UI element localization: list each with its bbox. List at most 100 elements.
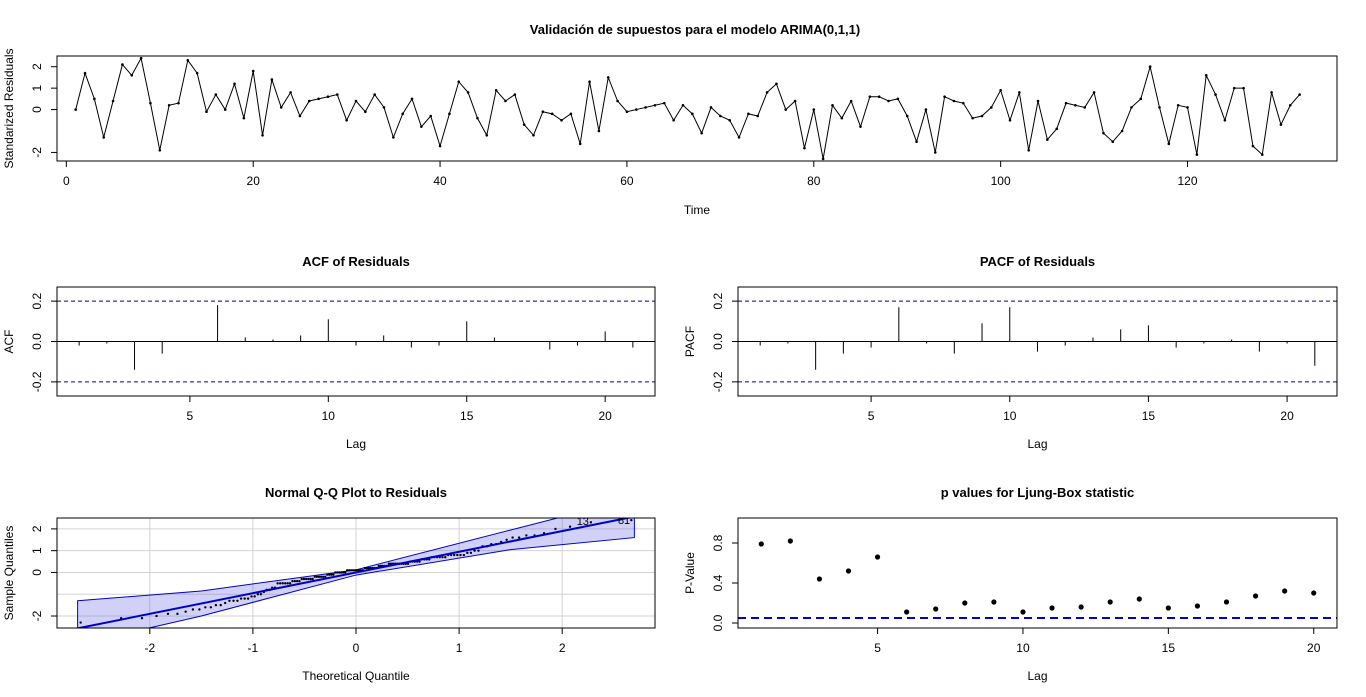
qq-xtick-label: -2 bbox=[144, 641, 155, 655]
qq-sample-point bbox=[338, 571, 341, 574]
residuals-point bbox=[1102, 131, 1105, 135]
qq-sample-point bbox=[351, 569, 355, 572]
acf-ytick-label: -0.2 bbox=[30, 371, 44, 392]
qq-sample-point bbox=[281, 582, 284, 585]
residuals-point bbox=[933, 151, 937, 154]
residuals-point bbox=[896, 97, 900, 101]
residuals-point bbox=[1186, 106, 1189, 109]
residuals-point bbox=[298, 114, 302, 118]
residuals-point bbox=[606, 76, 610, 79]
residuals-point bbox=[1298, 93, 1301, 96]
qq-sample-point bbox=[324, 575, 327, 579]
residuals-point bbox=[242, 116, 246, 120]
ljungbox-point bbox=[991, 599, 997, 605]
residuals-point bbox=[737, 136, 741, 139]
ljungbox-ytick-label: 0.4 bbox=[711, 574, 725, 591]
residuals-point bbox=[93, 97, 96, 101]
residuals-xtick-label: 40 bbox=[433, 174, 447, 188]
residuals-point bbox=[541, 110, 545, 114]
residuals-point bbox=[139, 56, 143, 60]
residuals-point bbox=[821, 157, 825, 161]
qq-xtick-label: -1 bbox=[248, 641, 259, 655]
qq-sample-point bbox=[223, 601, 227, 605]
residuals-point bbox=[1139, 97, 1143, 101]
qq-sample-point bbox=[232, 599, 235, 602]
pacf-xtick-label: 5 bbox=[868, 409, 875, 423]
qq-sample-point bbox=[332, 573, 335, 576]
qq-sample-point bbox=[184, 610, 187, 613]
qq-sample-point bbox=[328, 573, 331, 576]
residuals-point bbox=[102, 136, 106, 139]
ljungbox-point bbox=[787, 538, 793, 544]
residuals-point bbox=[747, 112, 750, 116]
qq-sample-point bbox=[444, 556, 447, 559]
qq-sample-point bbox=[191, 608, 195, 611]
residuals-point bbox=[1214, 93, 1217, 96]
qq-sample-point bbox=[505, 538, 508, 541]
qq-sample-point bbox=[466, 551, 469, 555]
residuals-point bbox=[420, 125, 423, 129]
acf-xlabel: Lag bbox=[346, 437, 366, 451]
residuals-point bbox=[653, 103, 657, 107]
residuals-plot-frame bbox=[56, 55, 1338, 162]
ljungbox-xtick-label: 20 bbox=[1307, 641, 1321, 655]
acf-xtick-label: 20 bbox=[598, 409, 612, 423]
residuals-point bbox=[971, 116, 974, 120]
panel-qq: 13 81 -2 -1 0 1 2 -2 0 1 2 Theoretical Quantile Samp… bbox=[2, 485, 656, 683]
qq-sample-point bbox=[353, 569, 357, 572]
residuals-point bbox=[550, 112, 554, 116]
residuals-point bbox=[784, 108, 788, 111]
residuals-point bbox=[1167, 142, 1171, 146]
residuals-point bbox=[1036, 99, 1040, 103]
qq-sample-point bbox=[176, 612, 179, 616]
figure-title: Validación de supuestos para el modelo A… bbox=[530, 22, 860, 37]
qq-ytick-label: 2 bbox=[30, 525, 44, 532]
qq-sample-point bbox=[293, 579, 297, 583]
ljungbox-point bbox=[845, 568, 852, 574]
residuals-point bbox=[961, 101, 965, 105]
qq-sample-point bbox=[228, 599, 231, 602]
qq-sample-point bbox=[317, 575, 321, 579]
qq-sample-point bbox=[298, 579, 301, 583]
residuals-point bbox=[719, 114, 722, 118]
pacf-title: PACF of Residuals bbox=[980, 254, 1095, 269]
qq-sample-point bbox=[253, 595, 256, 598]
qq-sample-point bbox=[345, 569, 349, 572]
qq-sample-point bbox=[304, 577, 308, 581]
pacf-xtick-label: 15 bbox=[1142, 409, 1156, 423]
residuals-point bbox=[859, 125, 862, 129]
acf-ylabel: ACF bbox=[2, 330, 16, 354]
acf-xtick-label: 5 bbox=[187, 409, 194, 423]
qq-ytick-label: 0 bbox=[30, 569, 44, 576]
panel-ljungbox: 5 10 15 20 0.0 0.4 0.8 Lag P-Value p values for L… bbox=[683, 485, 1338, 683]
ljungbox-point bbox=[816, 576, 823, 582]
qq-sample-point bbox=[469, 551, 473, 555]
qq-sample-point bbox=[363, 566, 367, 570]
qq-sample-point bbox=[456, 553, 459, 557]
qq-ytick-label: -2 bbox=[30, 610, 44, 621]
qq-sample-point bbox=[140, 616, 144, 620]
qq-sample-point bbox=[349, 569, 353, 572]
qq-sample-point bbox=[568, 525, 572, 528]
residuals-point bbox=[270, 78, 274, 81]
acf-ytick-label: 0.2 bbox=[30, 292, 44, 309]
residuals-point bbox=[1232, 86, 1236, 90]
residuals-point bbox=[167, 103, 171, 107]
residuals-series-line bbox=[75, 56, 1301, 159]
residuals-point bbox=[644, 106, 647, 109]
qq-sample-point bbox=[288, 582, 292, 585]
qq-sample-point bbox=[517, 536, 521, 539]
pacf-ytick-label: 0.0 bbox=[711, 333, 725, 350]
residuals-point bbox=[364, 110, 367, 114]
qq-sample-point bbox=[511, 536, 514, 539]
qq-sample-point bbox=[166, 612, 170, 616]
acf-xtick-label: 10 bbox=[322, 409, 336, 423]
residuals-point bbox=[401, 112, 404, 116]
qq-sample-point bbox=[313, 575, 316, 579]
qq-sample-point bbox=[344, 571, 347, 574]
ljungbox-point bbox=[1020, 609, 1026, 615]
residuals-point bbox=[877, 95, 881, 99]
ljungbox-point bbox=[1107, 599, 1113, 605]
residuals-point bbox=[335, 93, 339, 96]
